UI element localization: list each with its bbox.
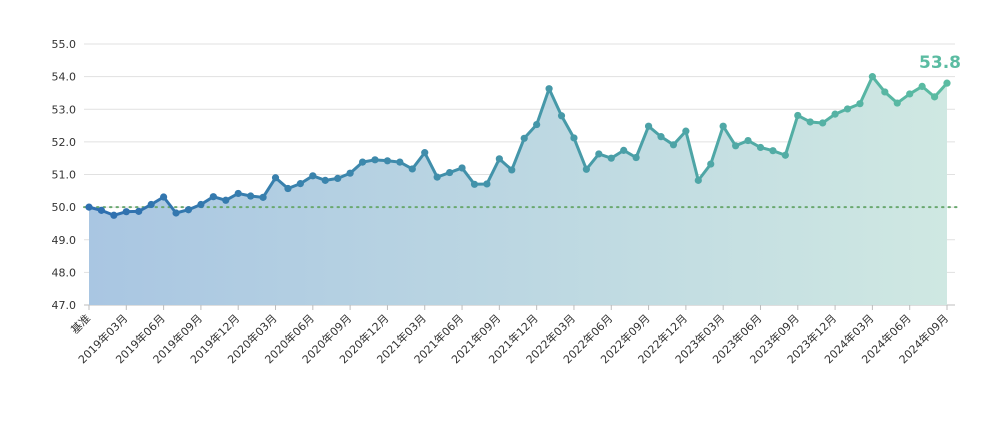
- data-point: [620, 146, 628, 154]
- data-point: [209, 193, 217, 201]
- data-point: [669, 141, 678, 149]
- y-tick-label: 51.0: [52, 169, 77, 182]
- x-tick-label: 基准: [68, 312, 93, 337]
- line-layer: [87, 75, 949, 217]
- data-point: [570, 134, 578, 142]
- data-point: [533, 120, 541, 129]
- data-point: [147, 200, 155, 209]
- data-point: [358, 158, 367, 166]
- data-point: [906, 90, 914, 98]
- data-point: [122, 208, 130, 216]
- data-point: [582, 165, 590, 173]
- y-tick-label: 48.0: [52, 266, 77, 279]
- data-point: [595, 150, 603, 158]
- data-point: [483, 180, 491, 188]
- y-tick-label: 53.0: [52, 103, 77, 116]
- data-point: [396, 158, 404, 166]
- data-point: [682, 127, 690, 135]
- data-point: [97, 206, 106, 214]
- data-point: [520, 134, 528, 142]
- y-tick-label: 55.0: [52, 38, 77, 51]
- data-point: [744, 136, 752, 145]
- data-point: [85, 203, 93, 211]
- data-point: [284, 184, 292, 193]
- data-point: [296, 180, 304, 188]
- data-point: [868, 73, 876, 81]
- data-point: [184, 206, 193, 214]
- data-point: [160, 193, 168, 201]
- data-point: [756, 143, 765, 152]
- data-point: [794, 111, 802, 120]
- y-tick-label: 47.0: [52, 299, 77, 312]
- area-layer: [89, 76, 947, 305]
- data-point: [831, 110, 839, 118]
- data-point: [470, 180, 479, 188]
- y-tick-label: 52.0: [52, 136, 77, 149]
- data-point: [371, 156, 379, 164]
- data-point: [408, 165, 416, 173]
- data-point: [856, 100, 864, 108]
- data-point: [893, 99, 901, 107]
- data-point: [819, 119, 827, 127]
- data-point: [321, 176, 329, 184]
- data-point: [769, 147, 777, 155]
- data-point: [135, 207, 143, 215]
- data-point: [247, 192, 255, 200]
- data-point: [334, 174, 342, 183]
- points-layer: [85, 73, 951, 219]
- last-value-label: 53.8: [919, 53, 961, 73]
- data-point: [446, 168, 454, 177]
- data-point: [259, 193, 267, 201]
- data-point: [234, 189, 242, 198]
- data-point: [943, 79, 951, 87]
- data-point: [545, 85, 553, 93]
- y-tick-label: 49.0: [52, 234, 77, 247]
- data-point: [781, 151, 789, 159]
- data-point: [172, 209, 180, 217]
- data-point: [930, 93, 939, 101]
- data-point: [694, 176, 702, 184]
- data-point: [707, 160, 715, 168]
- data-point: [607, 154, 615, 162]
- y-tick-label: 50.0: [52, 201, 77, 214]
- data-point: [732, 142, 740, 150]
- data-point: [346, 169, 354, 177]
- data-point: [110, 211, 118, 219]
- label-layer: 53.8: [919, 53, 961, 73]
- data-point: [309, 172, 317, 180]
- data-point: [495, 155, 503, 163]
- y-tick-label: 54.0: [52, 71, 77, 84]
- data-point: [421, 149, 429, 157]
- data-point: [383, 157, 392, 165]
- data-point: [806, 118, 814, 126]
- data-point: [843, 105, 852, 113]
- data-point: [644, 122, 653, 130]
- data-point: [197, 200, 205, 209]
- data-point: [881, 88, 889, 96]
- series-line: [87, 75, 949, 217]
- data-point: [271, 174, 280, 182]
- data-point: [222, 196, 230, 204]
- x-axis: 基准2019年03月2019年06月2019年09月2019年12月2020年0…: [68, 305, 951, 366]
- series-area: [89, 76, 947, 305]
- data-point: [918, 82, 926, 91]
- data-point: [632, 153, 640, 162]
- data-point: [508, 166, 516, 174]
- data-point: [657, 133, 665, 141]
- y-axis: 47.0 48.0 49.0 50.0 51.0 52.0 53.0 54.0 55.0: [52, 38, 77, 312]
- data-point: [433, 173, 441, 181]
- data-point: [557, 112, 566, 120]
- data-point: [458, 164, 466, 172]
- data-point: [719, 122, 727, 130]
